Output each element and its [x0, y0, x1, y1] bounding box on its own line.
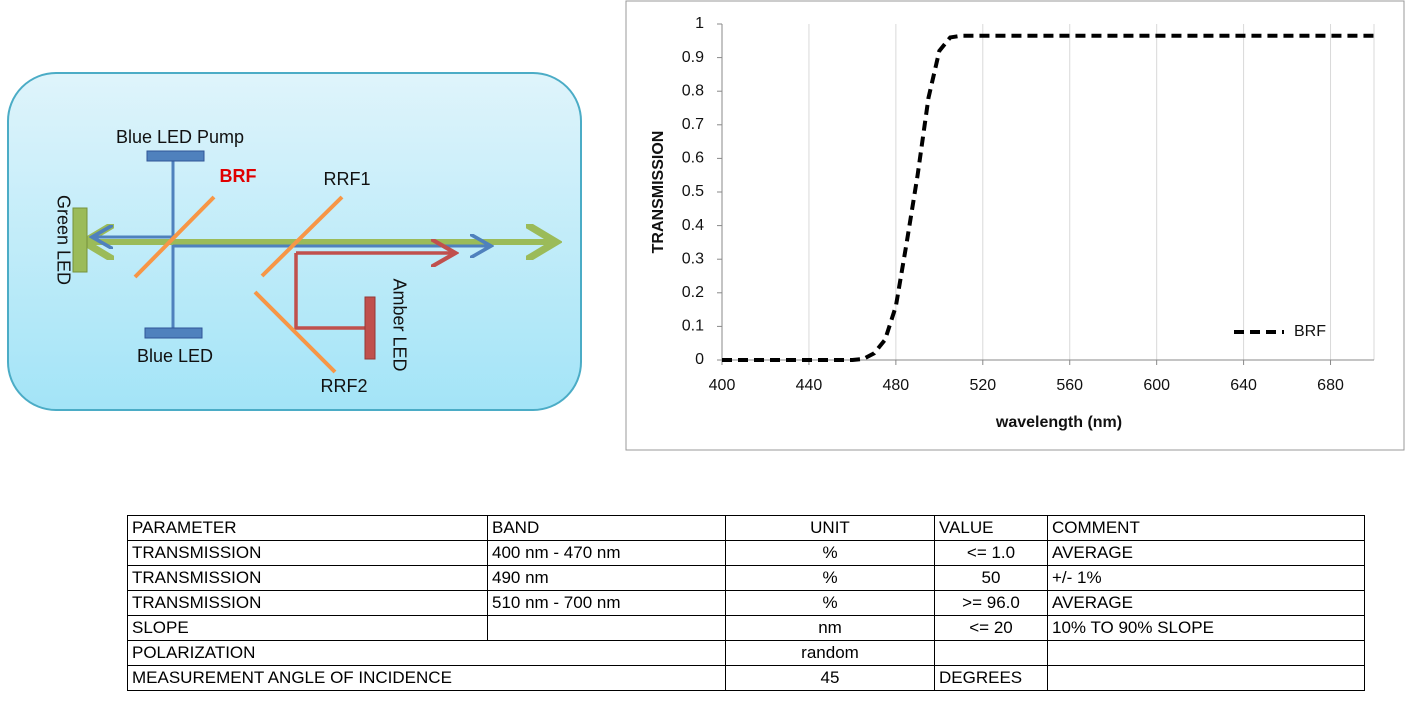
x-tick-label: 640 — [1230, 377, 1257, 394]
x-tick-label: 400 — [709, 377, 736, 394]
cell: BAND — [487, 515, 726, 541]
cell — [1047, 640, 1365, 666]
cell: SLOPE — [127, 615, 488, 641]
x-tick-label: 440 — [796, 377, 823, 394]
y-tick-label: 0.1 — [682, 318, 704, 335]
cell: TRANSMISSION — [127, 565, 488, 591]
label: Amber LED — [389, 278, 409, 371]
cell: <= 20 — [934, 615, 1048, 641]
cell: 510 nm - 700 nm — [487, 590, 726, 616]
y-tick-label: 0.5 — [682, 183, 704, 200]
cell — [1047, 665, 1365, 691]
amber-led — [364, 296, 376, 360]
cell: POLARIZATION — [127, 640, 726, 666]
table-row: POLARIZATION random — [127, 640, 1365, 666]
chart: wavelength (nm) TRANSMISSION 400 440 480 52… — [625, 0, 1405, 451]
table-row: MEASUREMENT ANGLE OF INCIDENCE 45 DEGREES — [127, 665, 1365, 691]
cell: TRANSMISSION — [127, 540, 488, 566]
cell: UNIT — [725, 515, 935, 541]
cell: nm — [725, 615, 935, 641]
cell: 10% TO 90% SLOPE — [1047, 615, 1365, 641]
rrf2-filter — [253, 290, 337, 374]
cell: <= 1.0 — [934, 540, 1048, 566]
amber-beam — [294, 253, 366, 330]
y-axis-title: TRANSMISSION — [650, 131, 667, 254]
table-row: TRANSMISSION 490 nm% 50 +/- 1% — [127, 565, 1365, 591]
x-tick-label: 560 — [1056, 377, 1083, 394]
y-tick-label: 0.2 — [682, 284, 704, 301]
cell: >= 96.0 — [934, 590, 1048, 616]
y-tick-label: 0 — [695, 351, 704, 368]
y-tick-label: 0.3 — [682, 250, 704, 267]
y-tick-label: 0.9 — [682, 49, 704, 66]
cell: % — [725, 590, 935, 616]
label: RRF2 — [320, 376, 367, 396]
cell: 45 — [725, 665, 935, 691]
cell: 490 nm — [487, 565, 726, 591]
label: BRF — [220, 166, 257, 186]
table-header: PARAMETER BAND UNIT VALUE COMMENT — [127, 515, 1365, 541]
label: RRF1 — [323, 169, 370, 189]
x-axis-title: wavelength (nm) — [995, 414, 1122, 431]
cell: TRANSMISSION — [127, 590, 488, 616]
cell: AVERAGE — [1047, 540, 1365, 566]
y-tick-label: 0.6 — [682, 150, 704, 167]
cell: random — [725, 640, 935, 666]
x-tick-label: 480 — [883, 377, 910, 394]
blue-led — [144, 327, 203, 339]
y-tick-label: 1 — [695, 15, 704, 32]
table-row: SLOPE nm <= 20 10% TO 90% SLOPE — [127, 615, 1365, 641]
green-led — [72, 207, 88, 273]
rrf1-filter — [260, 195, 344, 278]
cell: 50 — [934, 565, 1048, 591]
data-line — [722, 33, 1374, 362]
diagram: Blue LED Pump BRF RRF1 Green LED Blue LE… — [7, 72, 582, 411]
cell: 400 nm - 470 nm — [487, 540, 726, 566]
legend-label: BRF — [1294, 323, 1326, 340]
cell: AVERAGE — [1047, 590, 1365, 616]
cell: MEASUREMENT ANGLE OF INCIDENCE — [127, 665, 726, 691]
brf-filter — [133, 195, 216, 279]
cell: VALUE — [934, 515, 1048, 541]
label: Green LED — [53, 195, 73, 285]
blue-led-pump — [146, 150, 205, 162]
x-tick-label: 680 — [1317, 377, 1344, 394]
cell: % — [725, 540, 935, 566]
x-tick-label: 520 — [969, 377, 996, 394]
cell — [934, 640, 1048, 666]
cell: COMMENT — [1047, 515, 1365, 541]
cell: +/- 1% — [1047, 565, 1365, 591]
y-tick-label: 0.7 — [682, 116, 704, 133]
y-tick-label: 0.8 — [682, 82, 704, 99]
cell: % — [725, 565, 935, 591]
cell: PARAMETER — [127, 515, 488, 541]
cell: DEGREES — [934, 665, 1048, 691]
x-tick-label: 600 — [1143, 377, 1170, 394]
spec-table: PARAMETER BAND UNIT VALUE COMMENT TRANSM… — [127, 515, 1365, 691]
label: Blue LED Pump — [116, 127, 244, 147]
label: Blue LED — [137, 346, 213, 366]
cell — [487, 615, 726, 641]
table-row: TRANSMISSION 400 nm - 470 nm% <= 1.0 AVERAG… — [127, 540, 1365, 566]
table-row: TRANSMISSION 510 nm - 700 nm% >= 96.0 AVERA… — [127, 590, 1365, 616]
chart-frame — [625, 0, 1405, 451]
y-tick-label: 0.4 — [682, 217, 704, 234]
